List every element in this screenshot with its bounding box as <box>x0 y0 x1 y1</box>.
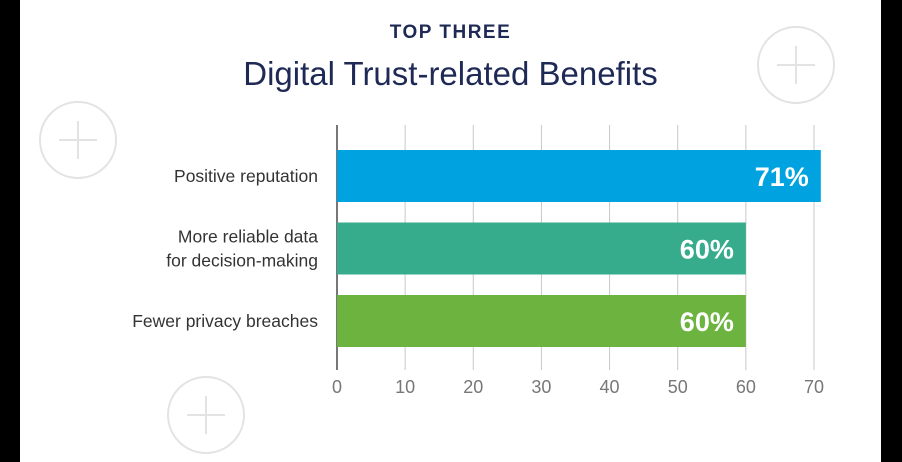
category-label-line: Positive reputation <box>174 166 318 186</box>
plus-circle-icon <box>37 99 119 186</box>
bar-value-label: 60% <box>680 307 734 337</box>
x-tick-label: 60 <box>736 377 756 397</box>
x-tick-label: 30 <box>531 377 551 397</box>
bar <box>337 222 746 275</box>
chart-kicker: TOP THREE <box>389 22 512 43</box>
bar <box>337 295 746 347</box>
chart-card: TOP THREE Digital Trust-related Benefits… <box>20 0 881 462</box>
x-tick-label: 40 <box>600 377 620 397</box>
bar-chart: 0 10 20 30 40 50 60 70 71% Positive reputation 60%… <box>132 125 824 397</box>
x-tick-label: 0 <box>332 377 342 397</box>
bar-value-label: 71% <box>755 162 809 192</box>
chart-title: Digital Trust-related Benefits <box>243 55 658 92</box>
category-label: More reliable data for decision-making <box>166 227 318 271</box>
x-tick-label: 50 <box>668 377 688 397</box>
bar-value-label: 60% <box>680 235 734 265</box>
category-label-line: for decision-making <box>166 251 318 271</box>
category-label: Fewer privacy breaches <box>132 311 318 331</box>
category-label-line: Fewer privacy breaches <box>132 311 318 331</box>
plus-circle-icon <box>165 374 247 461</box>
x-tick-label: 20 <box>463 377 483 397</box>
x-tick-label: 70 <box>804 377 824 397</box>
bar <box>337 150 821 202</box>
x-tick-label: 10 <box>395 377 415 397</box>
plus-circle-icon <box>755 24 837 111</box>
category-label-line: More reliable data <box>178 227 318 247</box>
category-label: Positive reputation <box>174 166 318 186</box>
